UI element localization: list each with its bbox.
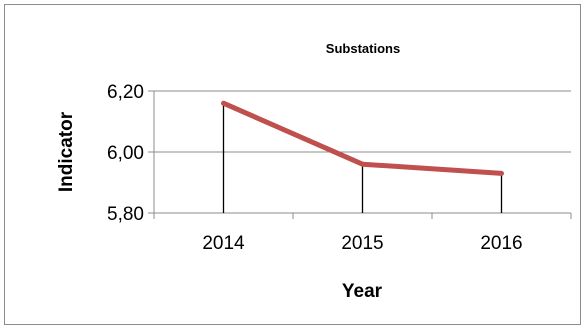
y-tick-label: 6,20	[107, 82, 144, 103]
chart-title: Substations	[326, 41, 400, 56]
chart-frame	[4, 4, 581, 325]
gridlines	[154, 90, 571, 153]
x-axis-title: Year	[342, 281, 383, 302]
series-line	[221, 100, 504, 176]
series-layer	[221, 100, 504, 176]
y-axis-title: Indicator	[56, 111, 77, 192]
y-tick-label: 6,00	[107, 143, 144, 164]
x-tick-labels: 2014 2015 2016	[202, 233, 522, 254]
x-tick-label: 2016	[480, 233, 522, 254]
x-tick-label: 2014	[202, 233, 245, 254]
axes	[148, 90, 572, 219]
y-tick-label: 5,80	[107, 204, 144, 225]
drop-lines	[222, 103, 503, 213]
x-tick-label: 2015	[341, 233, 383, 254]
y-tick-labels: 5,80 6,00 6,20	[107, 82, 144, 225]
